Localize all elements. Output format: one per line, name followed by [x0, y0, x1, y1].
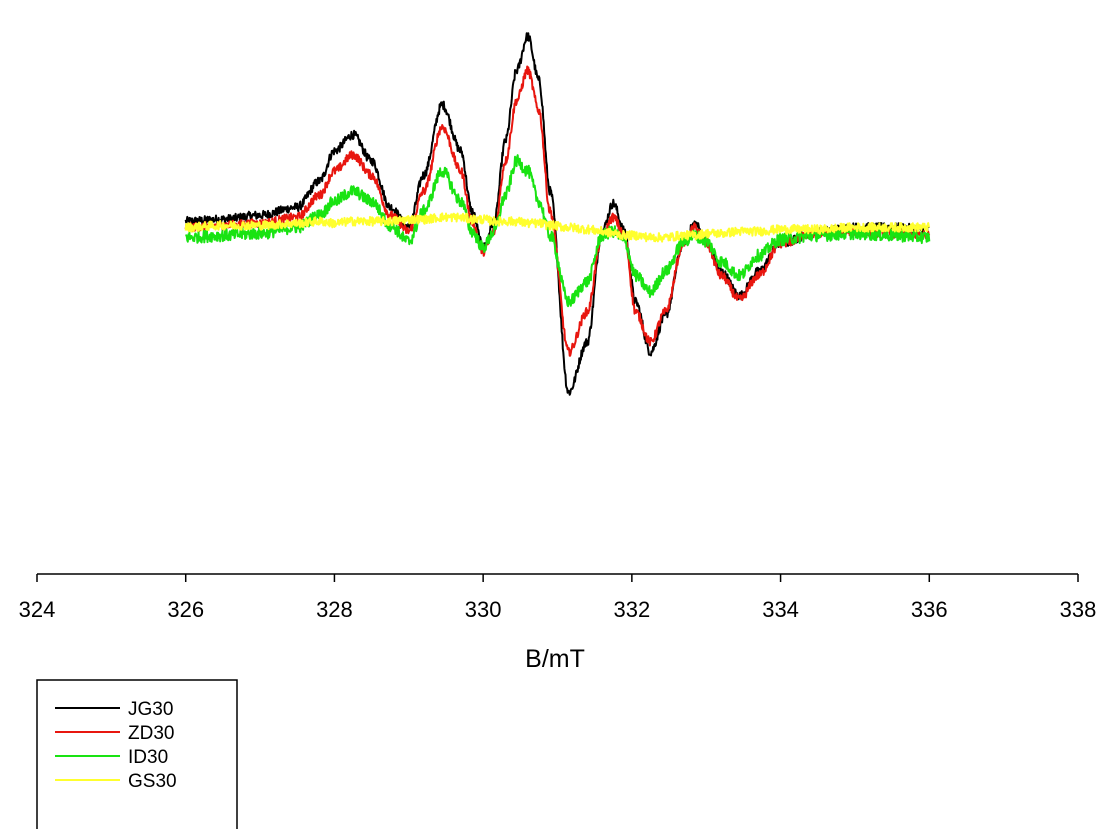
x-tick-label: 332	[613, 597, 650, 622]
legend-label-zd30: ZD30	[128, 723, 174, 744]
x-tick-label: 336	[911, 597, 948, 622]
series-line-gs30	[184, 212, 931, 243]
x-tick-label: 328	[316, 597, 353, 622]
series-line-zd30	[184, 65, 931, 357]
x-tick-label: 326	[167, 597, 204, 622]
x-tick-label: 338	[1060, 597, 1097, 622]
x-tick-label: 334	[762, 597, 799, 622]
legend-label-gs30: GS30	[128, 771, 177, 792]
legend-box	[36, 679, 238, 829]
legend: JG30 ZD30 ID30 GS30	[36, 679, 238, 829]
legend-items: JG30 ZD30 ID30 GS30	[55, 699, 177, 792]
x-tick-label: 324	[19, 597, 56, 622]
series-layer	[184, 32, 931, 396]
x-axis-ticks: 324 326 328 330 332 334 336 338	[19, 574, 1097, 622]
x-axis-title: B/mT	[525, 645, 585, 673]
legend-label-jg30: JG30	[128, 699, 173, 720]
x-axis: 324 326 328 330 332 334 336 338	[19, 573, 1097, 622]
legend-label-id30: ID30	[128, 747, 168, 768]
x-tick-label: 330	[465, 597, 502, 622]
